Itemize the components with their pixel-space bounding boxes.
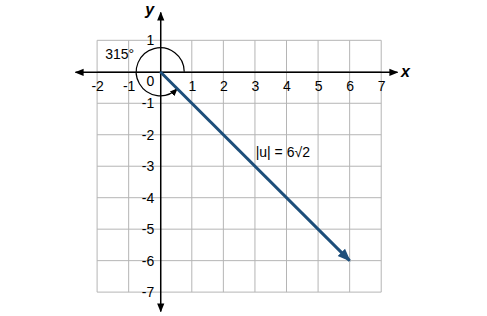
x-tick-label: -2: [91, 78, 104, 94]
y-tick: -2: [142, 127, 160, 143]
y-tick-label: -5: [142, 221, 155, 237]
x-tick-label: 2: [220, 78, 228, 94]
chart: -2 -1 1 2 3 4 5 6 7 -7 -6 -5 -4 -3 -2 -1 0 1 x y 315° |u| = 6…: [0, 0, 487, 316]
x-axis-line: [76, 72, 398, 74]
y-tick: -7: [142, 284, 160, 300]
x-axis-title: x: [400, 63, 411, 80]
y-tick-label: 0: [146, 73, 154, 89]
y-tick-label: -3: [142, 158, 155, 174]
grid-line: [97, 229, 381, 230]
x-tick: 7: [378, 72, 386, 94]
grid-line: [97, 40, 381, 41]
grid-line: [97, 197, 381, 198]
y-tick: -3: [142, 158, 160, 174]
x-tick-label: 6: [346, 78, 354, 94]
plot-area: [160, 72, 349, 261]
grid-line: [97, 134, 381, 135]
grid-line: [97, 103, 381, 104]
x-tick-label: 1: [188, 78, 196, 94]
x-tick: -2: [91, 72, 104, 94]
x-axis: -2 -1 1 2 3 4 5 6 7: [76, 72, 398, 94]
y-tick: -1: [142, 95, 160, 111]
x-tick: 6: [346, 72, 354, 94]
y-axis: -7 -6 -5 -4 -3 -2 -1 0 1: [142, 13, 161, 312]
x-tick-label: 4: [283, 78, 291, 94]
y-axis-line: [160, 13, 162, 312]
y-tick-label: -7: [142, 284, 155, 300]
grid-line: [97, 292, 381, 293]
y-tick-label: -2: [142, 127, 155, 143]
x-tick-label: 5: [315, 78, 323, 94]
y-tick: -6: [142, 253, 160, 269]
x-tick-label: -1: [123, 78, 136, 94]
x-tick: 2: [220, 72, 228, 94]
vector: [160, 72, 349, 261]
x-tick: 5: [315, 72, 323, 94]
y-tick: -4: [142, 190, 160, 206]
y-tick-label: 1: [146, 32, 154, 48]
x-tick: 1: [188, 72, 196, 94]
y-tick: -5: [142, 221, 160, 237]
y-tick: 1: [146, 32, 160, 48]
x-tick: -1: [123, 72, 136, 94]
grid-line: [97, 260, 381, 261]
angle-label: 315°: [105, 46, 134, 62]
grid: [97, 40, 381, 292]
y-tick: 0: [146, 72, 160, 88]
grid-line: [97, 166, 381, 167]
y-axis-title: y: [144, 1, 155, 18]
y-tick-label: -1: [142, 95, 155, 111]
x-tick: 4: [283, 72, 291, 94]
vector-label: |u| = 6√2: [256, 144, 310, 160]
x-tick-label: 3: [252, 78, 260, 94]
x-tick-label: 7: [378, 78, 386, 94]
y-tick-label: -6: [142, 253, 155, 269]
y-tick-label: -4: [142, 190, 155, 206]
x-tick: 3: [252, 72, 260, 94]
